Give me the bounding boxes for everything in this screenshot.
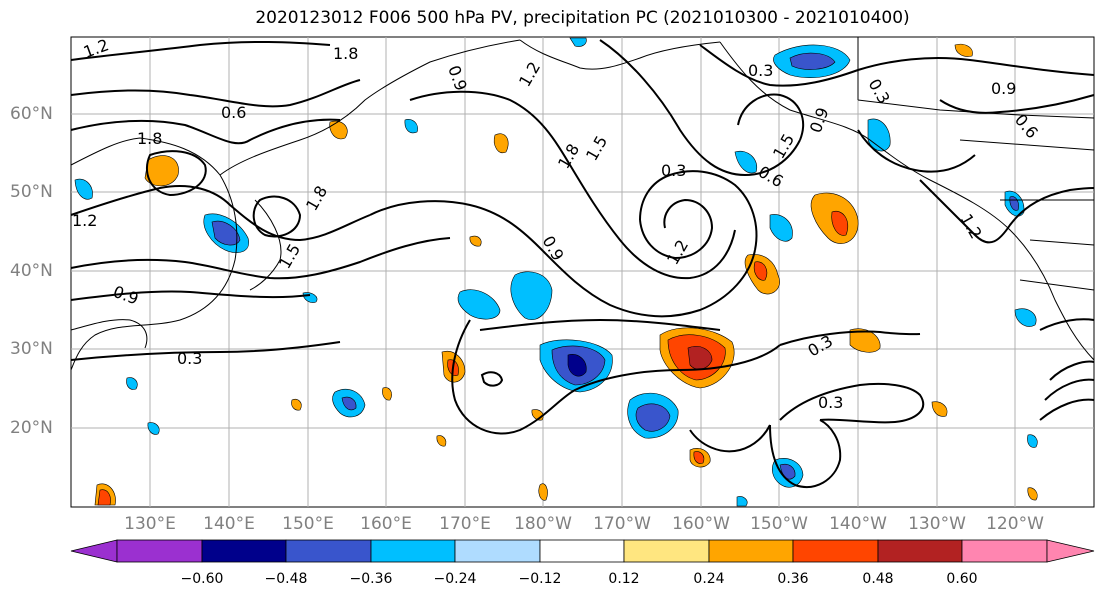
precip-positive xyxy=(94,43,1038,506)
lat-label: 40°N xyxy=(10,261,53,281)
lon-label: 130°W xyxy=(908,514,966,534)
contour-label: 0.3 xyxy=(748,61,773,80)
graticule xyxy=(71,37,1094,507)
lon-label: 140°W xyxy=(829,514,887,534)
lon-label: 120°W xyxy=(986,514,1044,534)
contour-label: 0.3 xyxy=(661,161,686,180)
colorbar-tick: 0.24 xyxy=(693,571,725,587)
lon-label: 160°W xyxy=(672,514,730,534)
colorbar-tick: 0.60 xyxy=(946,571,978,587)
lon-label: 130°E xyxy=(124,514,176,534)
contour-label: 0.3 xyxy=(818,393,843,412)
lon-label: 170°W xyxy=(593,514,651,534)
lon-label: 150°W xyxy=(750,514,808,534)
contour-label: 0.9 xyxy=(991,79,1016,98)
colorbar-segment xyxy=(116,539,203,563)
lat-label: 30°N xyxy=(10,339,53,359)
colorbar-segment xyxy=(961,539,1048,563)
colorbar-segment xyxy=(454,539,541,563)
pv-contours xyxy=(70,39,1095,488)
colorbar-tick: −0.36 xyxy=(349,571,393,587)
colorbar-tick: −0.24 xyxy=(433,571,477,587)
colorbar xyxy=(70,539,1095,563)
colorbar-tick: 0.12 xyxy=(608,571,640,587)
colorbar-high-extend xyxy=(1046,539,1095,563)
map-frame xyxy=(70,36,1095,508)
colorbar-low-extend xyxy=(70,539,118,563)
colorbar-segment xyxy=(708,539,794,563)
contour-label: 0.6 xyxy=(221,103,246,122)
lon-label: 150°E xyxy=(282,514,334,534)
colorbar-segment xyxy=(623,539,710,563)
lon-label: 180°W xyxy=(514,514,572,534)
colorbar-segment xyxy=(285,539,372,563)
contour-label: 1.8 xyxy=(333,44,358,63)
colorbar-segment xyxy=(370,539,456,563)
precip-negative xyxy=(74,37,1038,507)
contour-label: 1.2 xyxy=(72,211,97,230)
colorbar-segment xyxy=(539,539,625,563)
lon-label: 170°E xyxy=(439,514,491,534)
colorbar-segment xyxy=(877,539,963,563)
contour-label: 0.3 xyxy=(177,349,202,368)
lon-label: 160°E xyxy=(360,514,412,534)
chart-title: 2020123012 F006 500 hPa PV, precipitatio… xyxy=(255,8,910,28)
colorbar-segment xyxy=(201,539,287,563)
colorbar-tick: −0.12 xyxy=(518,571,562,587)
colorbar-tick: 0.36 xyxy=(777,571,809,587)
lat-label: 60°N xyxy=(10,104,53,124)
lat-label: 20°N xyxy=(10,418,53,438)
colorbar-tick: −0.60 xyxy=(180,571,224,587)
colorbar-tick: 0.48 xyxy=(862,571,894,587)
lat-label: 50°N xyxy=(10,182,53,202)
contour-label: 1.8 xyxy=(137,129,162,148)
colorbar-segment xyxy=(792,539,879,563)
colorbar-tick: −0.48 xyxy=(264,571,308,587)
coastlines xyxy=(70,37,1095,371)
lon-label: 140°E xyxy=(203,514,255,534)
